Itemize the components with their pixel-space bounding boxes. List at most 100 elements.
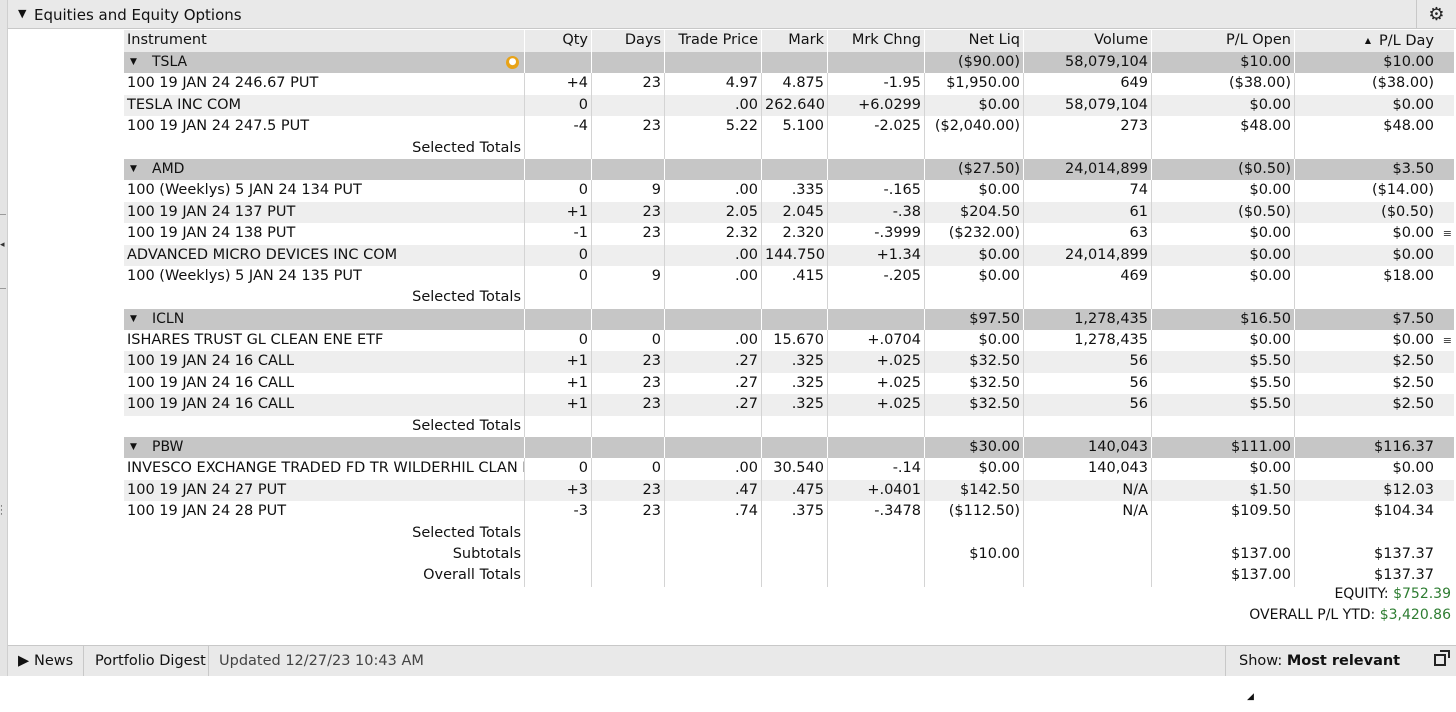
qty-cell: 0 xyxy=(524,458,591,480)
empty-cell xyxy=(1294,287,1437,309)
days-cell xyxy=(591,244,664,266)
caret-down-icon[interactable]: ▼ xyxy=(130,57,137,67)
empty-cell xyxy=(524,308,591,331)
position-row[interactable]: TESLA INC COM 0.00 262.640 +6.0299 $0.00 58,0… xyxy=(124,94,1454,117)
row-menu-icon[interactable]: ≡ xyxy=(1442,334,1452,348)
chevron-down-icon[interactable]: ▼ xyxy=(18,7,27,20)
trade-price-cell: .27 xyxy=(664,394,761,416)
news-tab[interactable]: News xyxy=(34,653,74,669)
qty-cell: +1 xyxy=(524,351,591,373)
net-liq-cell: $0.00 xyxy=(924,265,1023,288)
group-row[interactable]: ▼ TSLA ● ($90.00) 58,079,104 $10.00 $10.00 xyxy=(124,52,1454,74)
portfolio-digest-tab[interactable]: Portfolio Digest xyxy=(83,646,206,676)
position-row[interactable]: ADVANCED MICRO DEVICES INC COM 0 .00 144.75… xyxy=(124,244,1454,266)
mrk-chng-cell: -.14 xyxy=(827,458,924,480)
position-row[interactable]: 100 19 JAN 24 16 CALL +1 23.27.325 +.025 $32… xyxy=(124,372,1454,395)
column-header-days[interactable]: Days xyxy=(591,30,664,52)
resize-grip-icon: ◢ xyxy=(1247,692,1254,702)
column-header-mrk-chng[interactable]: Mrk Chng xyxy=(827,30,924,52)
column-header-trade-price[interactable]: Trade Price xyxy=(664,30,761,52)
column-header-qty[interactable]: Qty xyxy=(524,30,591,52)
group-row[interactable]: ▼ PBW $30.00 140,043 $111.00 $116.37 xyxy=(124,437,1454,459)
pl-day-cell: $0.00 xyxy=(1294,458,1437,480)
row-menu-icon[interactable]: ≡ xyxy=(1442,227,1452,241)
mark-cell: .475 xyxy=(761,479,827,502)
column-header-volume[interactable]: Volume xyxy=(1023,30,1151,52)
trade-price-cell: 4.97 xyxy=(664,73,761,95)
position-row[interactable]: INVESCO EXCHANGE TRADED FD TR WILDERHIL … xyxy=(124,458,1454,480)
empty-cell xyxy=(591,415,664,438)
position-row[interactable]: 100 19 JAN 24 16 CALL +1 23.27.325 +.025 $32… xyxy=(124,394,1454,416)
column-header-pl-open[interactable]: P/L Open xyxy=(1151,30,1294,52)
column-header-pl-day[interactable]: ▲ P/L Day xyxy=(1294,30,1437,52)
event-flag-icon[interactable]: ● xyxy=(506,56,519,69)
group-row[interactable]: ▼ AMD ($27.50) 24,014,899 ($0.50) $3.50 xyxy=(124,158,1454,181)
instrument-cell: 100 (Weeklys) 5 JAN 24 135 PUT xyxy=(127,267,362,284)
empty-cell xyxy=(1151,137,1294,159)
qty-cell: -3 xyxy=(524,501,591,523)
net-liq-cell: $142.50 xyxy=(924,479,1023,502)
net-liq-cell: ($232.00) xyxy=(924,223,1023,245)
group-symbol: AMD xyxy=(152,160,185,177)
group-row[interactable]: ▼ ICLN $97.50 1,278,435 $16.50 $7.50 xyxy=(124,308,1454,331)
caret-down-icon[interactable]: ▼ xyxy=(130,442,137,453)
positions-grid: Instrument Qty Days Trade Price Mark Mrk… xyxy=(124,30,1454,587)
empty-cell xyxy=(664,565,761,587)
position-row[interactable]: ISHARES TRUST GL CLEAN ENE ETF 0 0.00 15.67… xyxy=(124,330,1454,352)
show-filter-dropdown[interactable]: Show: Most relevant ◢ xyxy=(1225,646,1413,702)
position-row[interactable]: 100 (Weeklys) 5 JAN 24 134 PUT 0 9.00.335-… xyxy=(124,180,1454,202)
instrument-cell: TESLA INC COM xyxy=(127,96,242,113)
left-edge-grip-icon[interactable]: · · · xyxy=(0,502,3,520)
days-cell: 23 xyxy=(591,223,664,245)
column-header-mark[interactable]: Mark xyxy=(761,30,827,52)
position-row[interactable]: 100 (Weeklys) 5 JAN 24 135 PUT 0 9.00.415-… xyxy=(124,265,1454,288)
net-liq-cell: ($2,040.00) xyxy=(924,116,1023,138)
days-cell: 9 xyxy=(591,180,664,202)
days-cell xyxy=(591,94,664,117)
column-header-net-liq[interactable]: Net Liq xyxy=(924,30,1023,52)
qty-cell: +4 xyxy=(524,73,591,95)
position-row[interactable]: 100 19 JAN 24 27 PUT +3 23.47.475 +.0401 $14… xyxy=(124,479,1454,502)
subtotals-label: Subtotals xyxy=(452,545,521,562)
subtotals-net-liq: $10.00 xyxy=(924,543,1023,566)
trade-price-cell: .00 xyxy=(664,180,761,202)
instrument-cell: 100 19 JAN 24 28 PUT xyxy=(127,503,287,520)
section-header[interactable]: ▼ Equities and Equity Options ⚙ xyxy=(8,0,1456,29)
position-row[interactable]: 100 19 JAN 24 246.67 PUT +4 23 4.97 4.875 -1.… xyxy=(124,73,1454,95)
gear-icon[interactable]: ⚙ xyxy=(1416,0,1456,29)
empty-cell xyxy=(1023,137,1151,159)
empty-cell xyxy=(827,158,924,181)
chevron-right-icon[interactable]: ▶ xyxy=(18,653,30,669)
position-row[interactable]: 100 19 JAN 24 138 PUT -1 23 2.32 2.320 -.3999… xyxy=(124,223,1454,245)
days-cell: 23 xyxy=(591,394,664,416)
empty-cell xyxy=(524,543,591,566)
pl-day-cell: $0.00 xyxy=(1294,244,1437,266)
empty-cell xyxy=(591,137,664,159)
position-row[interactable]: 100 19 JAN 24 16 CALL +1 23.27.325 +.025 $32… xyxy=(124,351,1454,373)
empty-cell xyxy=(1023,287,1151,309)
empty-cell xyxy=(664,308,761,331)
mrk-chng-cell: -2.025 xyxy=(827,116,924,138)
caret-down-icon[interactable]: ▼ xyxy=(130,313,137,324)
caret-down-icon[interactable]: ▼ xyxy=(130,163,137,174)
position-row[interactable]: 100 19 JAN 24 247.5 PUT -4 23 5.22 5.100 -2.0… xyxy=(124,116,1454,138)
pl-day-cell: ($0.50) xyxy=(1294,201,1437,224)
empty-cell xyxy=(761,565,827,587)
volume-cell: 56 xyxy=(1023,372,1151,395)
popout-window-icon[interactable] xyxy=(1434,650,1450,666)
column-header-instrument[interactable]: Instrument xyxy=(127,32,207,48)
position-row[interactable]: 100 19 JAN 24 137 PUT +1 23 2.05 2.045 -.38 $2… xyxy=(124,201,1454,224)
mrk-chng-cell: -1.95 xyxy=(827,73,924,95)
left-edge-notch xyxy=(0,288,6,289)
empty-cell xyxy=(524,565,591,587)
pl-day-cell: $2.50 xyxy=(1294,394,1437,416)
empty-cell xyxy=(1151,287,1294,309)
equity-label: EQUITY: xyxy=(1334,586,1389,602)
volume-cell: 74 xyxy=(1023,180,1151,202)
mrk-chng-cell: -.3478 xyxy=(827,501,924,523)
empty-cell xyxy=(761,308,827,331)
net-liq-cell: $32.50 xyxy=(924,372,1023,395)
position-row[interactable]: 100 19 JAN 24 28 PUT -3 23.74.375 -.3478 ($1… xyxy=(124,501,1454,523)
left-edge-arrow-icon[interactable]: ◂ xyxy=(0,240,5,250)
qty-cell: 0 xyxy=(524,180,591,202)
